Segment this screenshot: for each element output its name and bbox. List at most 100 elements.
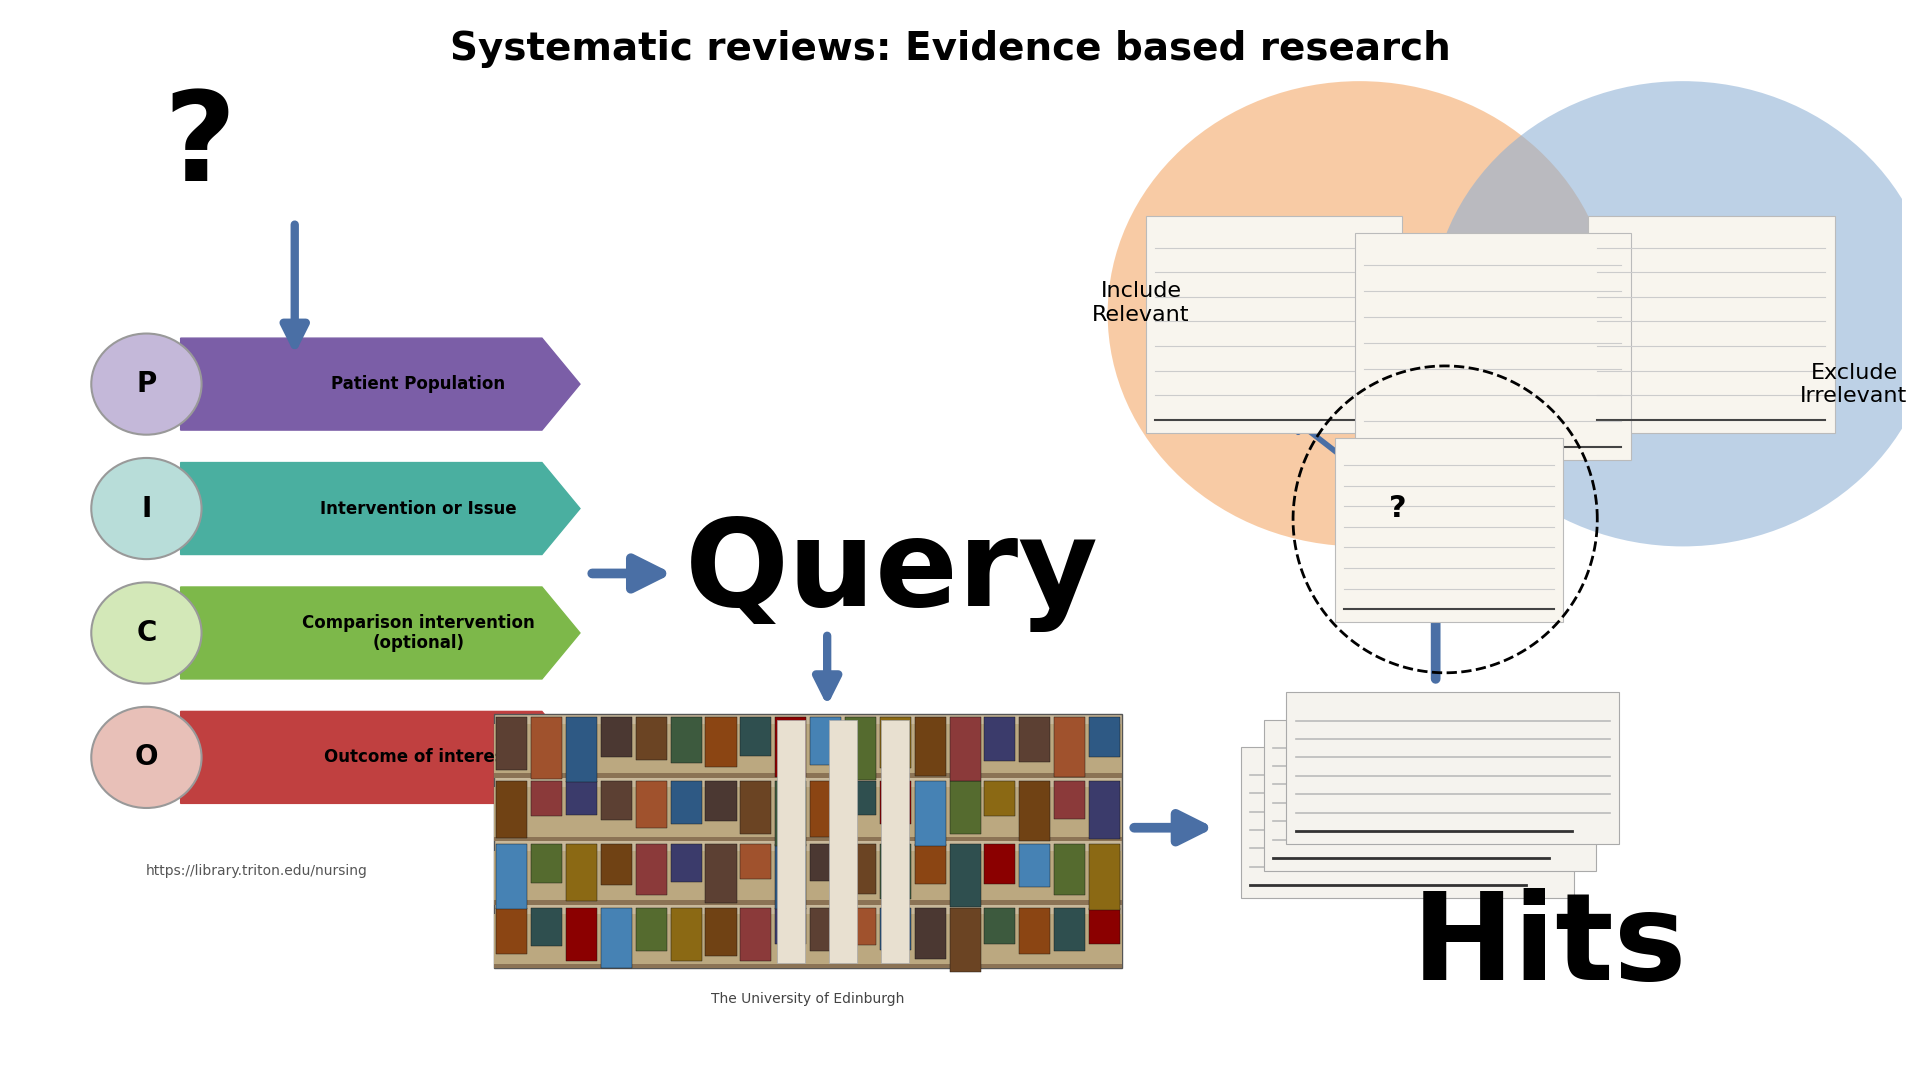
Polygon shape [180, 338, 579, 430]
FancyBboxPatch shape [495, 714, 1122, 968]
FancyBboxPatch shape [566, 780, 596, 815]
FancyBboxPatch shape [1354, 233, 1630, 460]
Text: I: I [142, 494, 152, 523]
Polygon shape [180, 712, 579, 803]
FancyBboxPatch shape [635, 844, 667, 895]
FancyBboxPatch shape [1055, 844, 1086, 896]
FancyBboxPatch shape [706, 717, 737, 767]
FancyBboxPatch shape [1089, 908, 1120, 944]
Polygon shape [180, 586, 579, 679]
FancyBboxPatch shape [846, 908, 877, 946]
FancyBboxPatch shape [775, 717, 806, 777]
Ellipse shape [92, 582, 201, 684]
FancyBboxPatch shape [671, 844, 702, 883]
FancyBboxPatch shape [949, 844, 980, 907]
FancyBboxPatch shape [915, 844, 946, 884]
FancyBboxPatch shape [671, 780, 702, 823]
FancyBboxPatch shape [600, 780, 631, 820]
FancyBboxPatch shape [880, 717, 911, 767]
FancyBboxPatch shape [915, 717, 946, 776]
FancyBboxPatch shape [600, 844, 631, 885]
FancyBboxPatch shape [1018, 717, 1051, 763]
FancyBboxPatch shape [775, 908, 806, 944]
FancyBboxPatch shape [1588, 216, 1836, 433]
Text: Outcome of interest: Outcome of interest [324, 749, 512, 766]
FancyBboxPatch shape [809, 908, 842, 951]
FancyBboxPatch shape [495, 724, 1122, 778]
FancyBboxPatch shape [531, 844, 562, 883]
FancyBboxPatch shape [671, 717, 702, 763]
FancyBboxPatch shape [600, 908, 631, 968]
FancyBboxPatch shape [809, 844, 842, 881]
FancyBboxPatch shape [1335, 438, 1563, 622]
Ellipse shape [1107, 81, 1611, 546]
FancyBboxPatch shape [531, 717, 562, 779]
FancyBboxPatch shape [880, 844, 911, 899]
FancyBboxPatch shape [880, 908, 911, 950]
FancyBboxPatch shape [882, 720, 909, 963]
Ellipse shape [1431, 81, 1918, 546]
FancyBboxPatch shape [984, 844, 1015, 884]
FancyBboxPatch shape [495, 914, 1122, 968]
FancyBboxPatch shape [600, 717, 631, 756]
FancyBboxPatch shape [949, 717, 980, 780]
Text: https://library.triton.edu/nursing: https://library.triton.edu/nursing [146, 865, 368, 878]
Text: Hits: Hits [1412, 888, 1688, 1005]
FancyBboxPatch shape [984, 780, 1015, 816]
FancyBboxPatch shape [1055, 780, 1086, 819]
FancyBboxPatch shape [531, 780, 562, 816]
Text: The University of Edinburgh: The University of Edinburgh [712, 992, 905, 1006]
FancyBboxPatch shape [1055, 908, 1086, 951]
FancyBboxPatch shape [671, 908, 702, 961]
Text: O: O [134, 743, 157, 771]
FancyBboxPatch shape [829, 720, 857, 963]
FancyBboxPatch shape [635, 717, 667, 761]
FancyBboxPatch shape [984, 717, 1015, 762]
FancyBboxPatch shape [1287, 692, 1619, 844]
FancyBboxPatch shape [1018, 780, 1051, 841]
FancyBboxPatch shape [1089, 780, 1120, 840]
FancyBboxPatch shape [809, 780, 842, 836]
Text: C: C [136, 619, 157, 647]
Text: Include
Relevant: Include Relevant [1091, 281, 1189, 325]
FancyBboxPatch shape [1145, 216, 1402, 433]
FancyBboxPatch shape [706, 780, 737, 821]
FancyBboxPatch shape [740, 908, 771, 961]
Text: Exclude
Irrelevant: Exclude Irrelevant [1801, 362, 1908, 406]
FancyBboxPatch shape [566, 908, 596, 961]
FancyBboxPatch shape [495, 788, 1122, 842]
FancyBboxPatch shape [1055, 717, 1086, 777]
FancyBboxPatch shape [495, 836, 1122, 842]
FancyBboxPatch shape [846, 717, 877, 780]
Text: Patient Population: Patient Population [332, 375, 506, 393]
FancyBboxPatch shape [846, 780, 877, 816]
Ellipse shape [92, 707, 201, 808]
FancyBboxPatch shape [497, 844, 527, 909]
Ellipse shape [92, 333, 201, 435]
FancyBboxPatch shape [566, 717, 596, 782]
Text: ?: ? [163, 85, 236, 207]
FancyBboxPatch shape [949, 780, 980, 834]
FancyBboxPatch shape [1018, 908, 1051, 954]
FancyBboxPatch shape [809, 717, 842, 765]
Text: Intervention or Issue: Intervention or Issue [320, 500, 516, 517]
FancyBboxPatch shape [635, 908, 667, 951]
FancyBboxPatch shape [1241, 747, 1573, 898]
FancyBboxPatch shape [531, 908, 562, 947]
FancyBboxPatch shape [880, 780, 911, 824]
FancyBboxPatch shape [706, 908, 737, 956]
FancyBboxPatch shape [775, 780, 806, 846]
FancyBboxPatch shape [1264, 720, 1596, 871]
Text: ?: ? [1389, 494, 1406, 523]
FancyBboxPatch shape [915, 908, 946, 959]
FancyBboxPatch shape [949, 908, 980, 972]
FancyBboxPatch shape [706, 844, 737, 903]
FancyBboxPatch shape [740, 717, 771, 756]
FancyBboxPatch shape [495, 964, 1122, 968]
Text: Systematic reviews: Evidence based research: Systematic reviews: Evidence based resea… [451, 29, 1452, 68]
FancyBboxPatch shape [495, 850, 1122, 905]
FancyBboxPatch shape [497, 780, 527, 839]
Text: P: P [136, 370, 157, 398]
FancyBboxPatch shape [566, 844, 596, 901]
FancyBboxPatch shape [635, 780, 667, 829]
